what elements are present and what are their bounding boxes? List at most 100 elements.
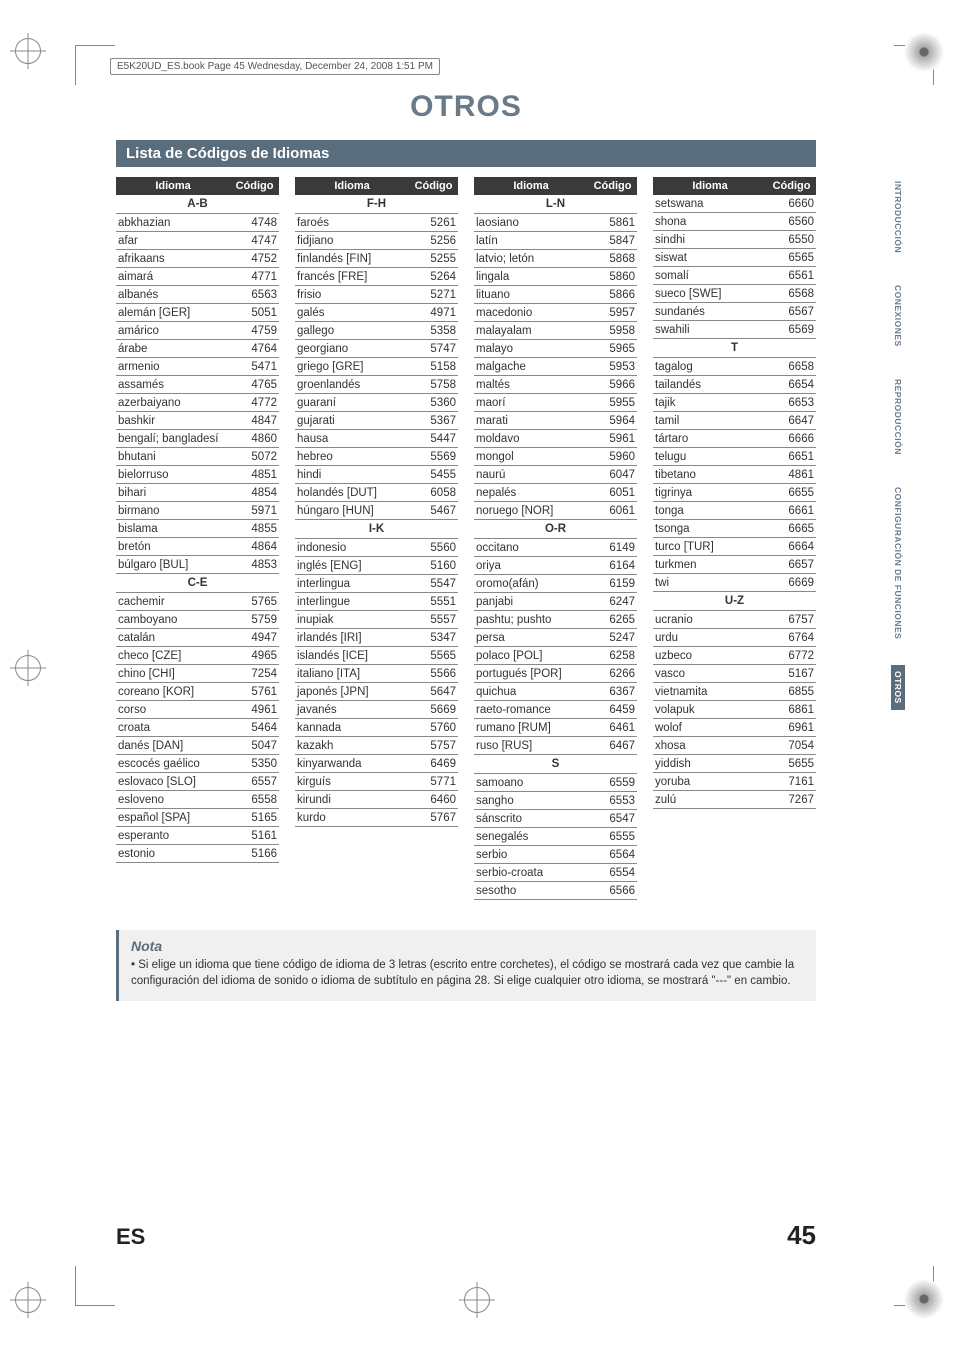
- language-code: 5957: [588, 304, 637, 322]
- table-row: bihari4854: [116, 484, 279, 502]
- th-codigo: Código: [409, 177, 458, 195]
- language-code: 6567: [767, 303, 816, 321]
- language-name: wolof: [653, 719, 767, 737]
- table-row: kurdo5767: [295, 809, 458, 827]
- language-name: amárico: [116, 322, 230, 340]
- language-name: fidjiano: [295, 232, 409, 250]
- language-code: 5464: [230, 719, 279, 737]
- table-row: aimará4771: [116, 268, 279, 286]
- language-code: 6058: [409, 484, 458, 502]
- language-table: Idioma Código setswana6660shona6560sindh…: [653, 177, 816, 809]
- language-code: 5547: [409, 575, 458, 593]
- language-name: sánscrito: [474, 810, 588, 828]
- language-name: estonio: [116, 845, 230, 863]
- table-row: armenio5471: [116, 358, 279, 376]
- table-row: I-K: [295, 520, 458, 539]
- language-code: 5965: [588, 340, 637, 358]
- language-code: 4851: [230, 466, 279, 484]
- language-name: abkhazian: [116, 214, 230, 232]
- table-row: quichua6367: [474, 683, 637, 701]
- language-name: danés [DAN]: [116, 737, 230, 755]
- language-name: latín: [474, 232, 588, 250]
- language-code: 5771: [409, 773, 458, 791]
- language-name: xhosa: [653, 737, 767, 755]
- language-code: 5961: [588, 430, 637, 448]
- table-row: hindi5455: [295, 466, 458, 484]
- side-tab: CONEXIONES: [891, 279, 905, 353]
- table-row: serbio6564: [474, 846, 637, 864]
- table-row: uzbeco6772: [653, 647, 816, 665]
- language-name: bengalí; bangladesí: [116, 430, 230, 448]
- language-name: telugu: [653, 448, 767, 466]
- note-box: Nota Si elige un idioma que tiene código…: [116, 930, 816, 1001]
- language-name: laosiano: [474, 214, 588, 232]
- language-name: zulú: [653, 791, 767, 809]
- language-name: croata: [116, 719, 230, 737]
- language-code: 6657: [767, 556, 816, 574]
- language-name: sesotho: [474, 882, 588, 900]
- language-name: tigrinya: [653, 484, 767, 502]
- table-row: shona6560: [653, 213, 816, 231]
- table-row: eslovaco [SLO]6557: [116, 773, 279, 791]
- language-code: 5958: [588, 322, 637, 340]
- table-row: camboyano5759: [116, 611, 279, 629]
- table-row: O-R: [474, 520, 637, 539]
- table-row: gujarati5367: [295, 412, 458, 430]
- language-code: 6559: [588, 774, 637, 792]
- language-name: turkmen: [653, 556, 767, 574]
- table-row: inglés [ENG]5160: [295, 557, 458, 575]
- language-name: esloveno: [116, 791, 230, 809]
- language-code: 5557: [409, 611, 458, 629]
- language-code: 4854: [230, 484, 279, 502]
- language-name: lituano: [474, 286, 588, 304]
- table-row: marati5964: [474, 412, 637, 430]
- language-name: ruso [RUS]: [474, 737, 588, 755]
- table-row: urdu6764: [653, 629, 816, 647]
- table-row: esloveno6558: [116, 791, 279, 809]
- table-row: tailandés6654: [653, 376, 816, 394]
- language-code: 5051: [230, 304, 279, 322]
- table-row: tsonga6665: [653, 520, 816, 538]
- language-code: 4748: [230, 214, 279, 232]
- section-heading: Lista de Códigos de Idiomas: [116, 140, 816, 167]
- language-code: 6467: [588, 737, 637, 755]
- language-code: 6061: [588, 502, 637, 520]
- table-row: yiddish5655: [653, 755, 816, 773]
- language-code: 5759: [230, 611, 279, 629]
- table-row: lituano5866: [474, 286, 637, 304]
- language-name: occitano: [474, 539, 588, 557]
- language-name: azerbaiyano: [116, 394, 230, 412]
- table-row: latvio; letón5868: [474, 250, 637, 268]
- table-row: bhutani5072: [116, 448, 279, 466]
- table-row: albanés6563: [116, 286, 279, 304]
- language-table: Idioma Código L-Nlaosiano5861latín5847la…: [474, 177, 637, 900]
- language-code: 5467: [409, 502, 458, 520]
- table-row: danés [DAN]5047: [116, 737, 279, 755]
- th-idioma: Idioma: [474, 177, 588, 195]
- language-name: frisio: [295, 286, 409, 304]
- table-row: tigrinya6655: [653, 484, 816, 502]
- language-name: gujarati: [295, 412, 409, 430]
- table-row: kinyarwanda6469: [295, 755, 458, 773]
- language-name: griego [GRE]: [295, 358, 409, 376]
- table-row: U-Z: [653, 592, 816, 611]
- language-name: español [SPA]: [116, 809, 230, 827]
- corner-ornament-icon: [904, 1279, 944, 1319]
- language-code: 4864: [230, 538, 279, 556]
- language-name: afar: [116, 232, 230, 250]
- language-code: 6558: [230, 791, 279, 809]
- language-code: 6051: [588, 484, 637, 502]
- table-row: kirundi6460: [295, 791, 458, 809]
- language-name: samoano: [474, 774, 588, 792]
- language-name: corso: [116, 701, 230, 719]
- table-row: javanés5669: [295, 701, 458, 719]
- table-row: yoruba7161: [653, 773, 816, 791]
- language-name: escocés gaélico: [116, 755, 230, 773]
- side-navigation-tabs: INTRODUCCIÓNCONEXIONESREPRODUCCIÓNCONFIG…: [890, 175, 906, 710]
- table-row: malgache5953: [474, 358, 637, 376]
- language-code: 6654: [767, 376, 816, 394]
- language-code: 5560: [409, 539, 458, 557]
- table-row: árabe4764: [116, 340, 279, 358]
- language-code: 6658: [767, 358, 816, 376]
- language-code: 5360: [409, 394, 458, 412]
